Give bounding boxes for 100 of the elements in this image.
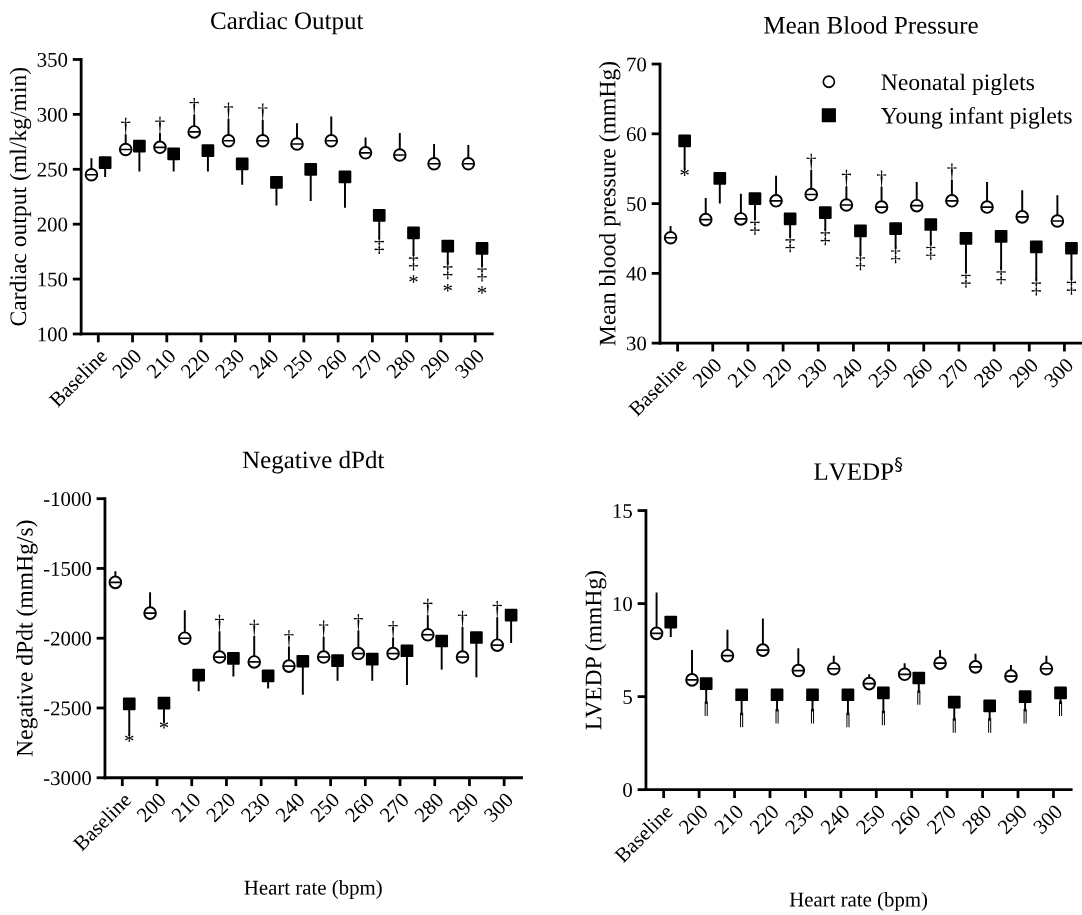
x-tick-label: 290 [1008,357,1040,389]
annotation: ‖ [952,718,956,733]
annotation: ‡ [477,264,487,282]
y-tick-label: -2500 [43,701,91,716]
annotation: † [189,97,199,115]
x-tick-label: 240 [274,791,306,823]
x-tick-label: 210 [726,357,758,389]
annotation: † [876,170,887,188]
y-tick-label: 15 [613,504,632,518]
x-tick-label: 270 [351,348,383,379]
annotation: † [214,614,225,632]
x-tick-label: 240 [248,348,280,379]
x-tick-label: 210 [145,348,177,379]
annotation: ‖ [740,712,744,728]
x-tick-label: 280 [385,348,417,379]
x-tick-label: 220 [762,357,793,389]
x-tick-label: 280 [973,357,1004,389]
x-tick-label: 300 [454,348,485,379]
annotation: ‖ [704,701,708,717]
annotation: ‖ [881,710,885,726]
annotation: ‖ [1023,709,1027,724]
y-tick-label: 5 [623,690,632,705]
chart-title: Mean Blood Pressure [764,16,978,34]
legend-label: Young infant piglets [881,106,1072,129]
annotation: † [121,117,131,135]
annotation: ‖ [846,712,850,728]
annotation: † [947,163,957,181]
annotation: † [258,103,268,121]
annotation: * [409,275,418,283]
y-tick-label: 250 [37,162,68,177]
x-tick-label: 290 [997,803,1028,835]
x-tick-label: 250 [282,348,314,379]
y-tick-label: -1000 [43,492,91,507]
x-tick-label: 270 [937,357,969,389]
x-tick-label: 260 [344,791,376,823]
x-axis-title: Heart rate (bpm) [789,891,928,911]
x-tick-label: 200 [136,791,167,823]
annotation: † [284,630,294,648]
x-tick-label: 220 [180,348,211,379]
y-tick-label: 70 [627,57,647,72]
y-axis-title: LVEDP (mmHg) [584,571,607,730]
y-tick-label: 0 [623,783,632,798]
x-tick-label: 230 [797,357,829,389]
x-tick-label: 280 [413,791,445,823]
annotation: * [443,283,452,292]
x-tick-label: 260 [890,803,922,835]
x-tick-label: 280 [961,803,993,835]
x-tick-label: 230 [240,791,271,823]
x-tick-label: 270 [379,791,410,823]
y-axis-title: Mean blood pressure (mmHg) [598,62,621,346]
x-axis-title: Heart rate (bpm) [244,880,382,899]
x-tick-label: 200 [111,348,143,379]
annotation: † [319,620,329,638]
chart-title: Cardiac Output [211,11,364,35]
x-tick-label: 300 [1043,357,1075,389]
annotation: ‡ [750,217,760,235]
annotation: ‖ [1059,701,1063,717]
y-tick-label: 300 [37,107,68,122]
x-tick-label: 240 [832,357,864,389]
x-tick-label: 250 [855,803,887,835]
y-tick-label: -2000 [43,631,91,646]
x-tick-label: 240 [819,803,851,835]
x-tick-label: 300 [1032,803,1064,835]
annotation: ‖ [988,718,992,733]
x-tick-label: 210 [713,803,745,835]
y-tick-label: 40 [626,266,647,281]
y-tick-label: 50 [627,196,647,212]
annotation: ‡ [961,270,971,288]
annotation: † [388,621,398,639]
annotation: † [806,153,816,171]
y-tick-label: -1500 [43,561,91,576]
y-tick-label: 10 [613,596,632,612]
legend-label: Neonatal piglets [881,73,1035,96]
annotation: † [223,102,234,120]
y-tick-label: -3000 [43,771,91,786]
x-tick-label: 290 [448,791,480,823]
y-tick-label: 200 [37,217,68,232]
annotation: ‡ [996,267,1006,285]
y-tick-label: 30 [626,336,647,351]
annotation: ‖ [917,690,921,705]
x-tick-label: 290 [419,348,451,379]
annotation: † [841,169,851,187]
x-tick-label: 220 [748,803,780,835]
annotation: † [155,116,165,134]
annotation: † [353,614,363,632]
x-tick-label: 230 [214,348,246,379]
x-tick-label: 200 [678,803,709,835]
y-tick-label: 350 [37,52,68,67]
annotation: ‖ [810,709,815,724]
y-tick-label: 100 [38,327,68,342]
x-tick-label: 260 [902,357,934,389]
y-tick-label: 60 [626,127,647,142]
annotation: † [492,600,502,618]
annotation: ‡ [785,235,795,253]
x-tick-label: 220 [205,791,237,823]
annotation: ‖ [775,709,779,724]
x-tick-label: 270 [926,803,957,835]
x-tick-label: 250 [867,357,899,389]
y-axis-title: Cardiac output (ml/kg/min) [9,67,32,326]
x-tick-label: 300 [483,791,514,823]
